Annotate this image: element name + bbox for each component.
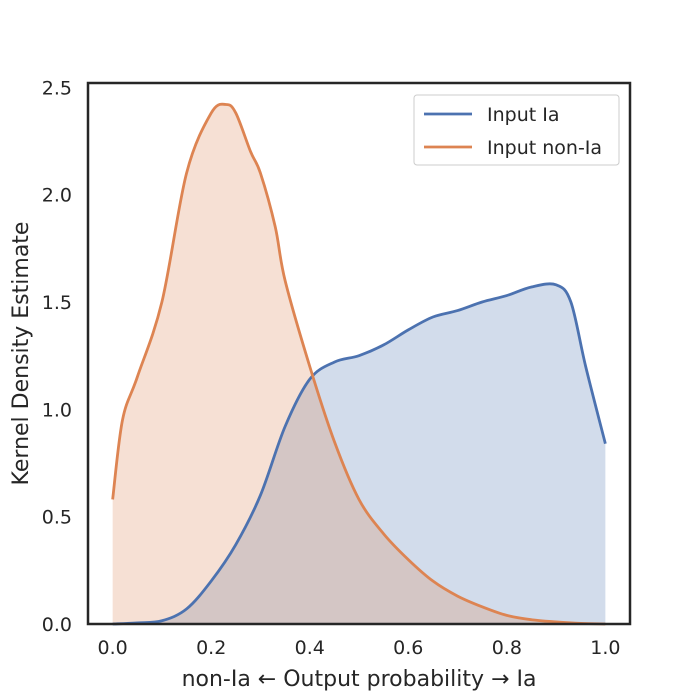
density-lines xyxy=(111,102,607,626)
x-axis-label: non-Ia ← Output probability → Ia xyxy=(182,667,537,692)
legend-label: Input Ia xyxy=(487,104,559,126)
y-axis-ticks: 0.0 0.5 1.0 1.5 2.0 2.5 xyxy=(42,77,72,636)
x-tick-label: 0.0 xyxy=(98,637,128,659)
y-tick-label: 0.5 xyxy=(42,507,72,529)
x-tick-label: 0.8 xyxy=(492,637,522,659)
legend: Input Ia Input non-Ia xyxy=(413,94,620,166)
area-input-ia xyxy=(112,283,606,624)
x-tick-label: 1.0 xyxy=(590,637,620,659)
line-input-ia xyxy=(112,282,607,626)
y-axis-label: Kernel Density Estimate xyxy=(9,222,34,486)
x-tick-label: 0.6 xyxy=(393,637,423,659)
area-input-non-ia xyxy=(112,104,606,625)
y-tick-label: 0.0 xyxy=(42,614,72,636)
x-tick-label: 0.2 xyxy=(196,637,226,659)
y-tick-label: 2.5 xyxy=(42,77,72,99)
y-tick-label: 2.0 xyxy=(42,185,72,207)
density-fills xyxy=(112,104,606,625)
legend-label: Input non-Ia xyxy=(487,137,602,159)
y-tick-label: 1.0 xyxy=(42,399,72,421)
x-tick-label: 0.4 xyxy=(295,637,325,659)
plot-frame xyxy=(86,81,632,626)
x-axis-ticks: 0.0 0.2 0.4 0.6 0.8 1.0 xyxy=(98,637,621,659)
line-input-non-ia xyxy=(111,102,606,626)
y-tick-label: 1.5 xyxy=(42,292,72,314)
